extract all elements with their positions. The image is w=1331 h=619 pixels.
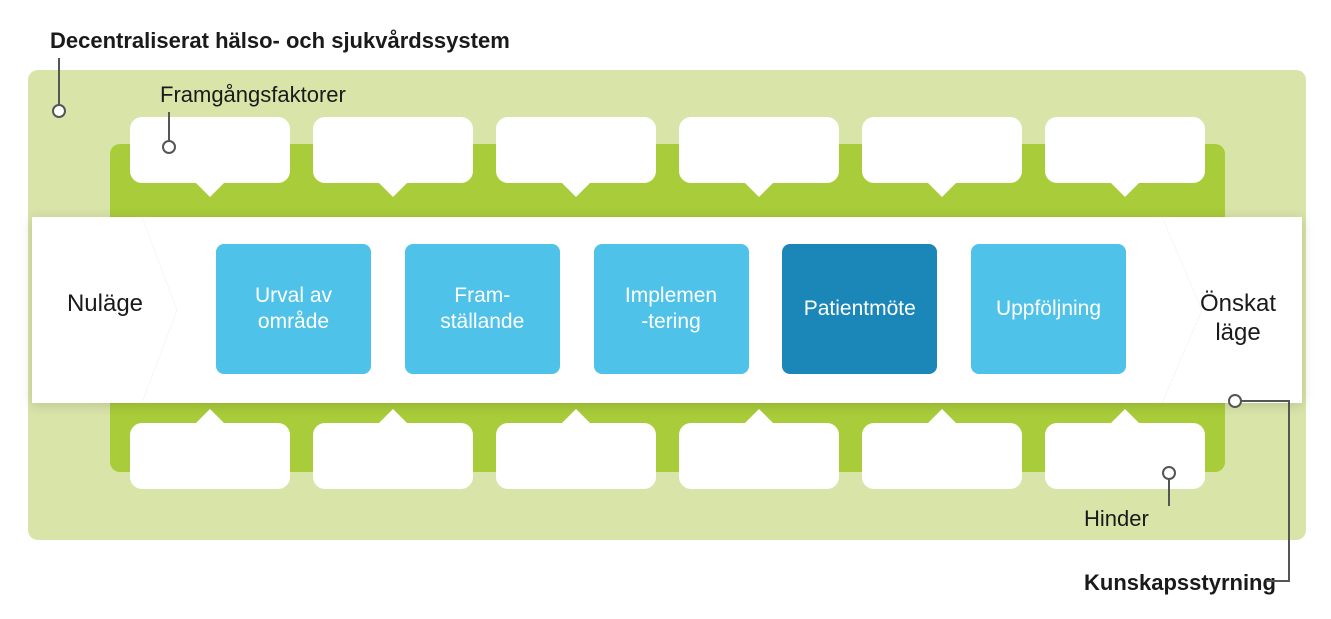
speech-bubble <box>862 117 1022 183</box>
callout-marker-icon <box>162 140 176 154</box>
inner-title-label: Kunskapsstyrning <box>1084 570 1276 596</box>
obstacle-bubble-row <box>130 423 1205 489</box>
speech-bubble <box>862 423 1022 489</box>
success-bubble-row <box>130 117 1205 183</box>
speech-bubble <box>130 117 290 183</box>
callout-line <box>1266 580 1290 582</box>
callout-line <box>1288 400 1290 580</box>
process-step: Implemen-tering <box>594 244 749 374</box>
outer-title-label: Decentraliserat hälso- och sjukvårdssyst… <box>50 28 510 54</box>
speech-bubble <box>679 423 839 489</box>
process-step: Fram-ställande <box>405 244 560 374</box>
callout-line <box>1168 476 1170 506</box>
process-steps: Urval av område Fram-ställande Implemen-te… <box>216 244 1126 374</box>
process-step: Urval av område <box>216 244 371 374</box>
speech-bubble <box>496 423 656 489</box>
callout-line <box>168 112 170 142</box>
arrow-end-label: Önskat läge <box>1183 290 1293 348</box>
callout-marker-icon <box>52 104 66 118</box>
speech-bubble <box>1045 117 1205 183</box>
diagram-canvas: Nuläge Önskat läge Urval av område Fram-s… <box>0 0 1331 619</box>
success-factors-label: Framgångsfaktorer <box>160 82 346 108</box>
callout-line <box>1240 400 1290 402</box>
speech-bubble <box>679 117 839 183</box>
speech-bubble <box>496 117 656 183</box>
speech-bubble <box>130 423 290 489</box>
speech-bubble <box>313 423 473 489</box>
process-step: Uppföljning <box>971 244 1126 374</box>
arrow-start-label: Nuläge <box>50 290 160 319</box>
obstacles-label: Hinder <box>1084 506 1149 532</box>
callout-line <box>58 58 60 106</box>
process-step: Patientmöte <box>782 244 937 374</box>
callout-marker-icon <box>1162 466 1176 480</box>
speech-bubble <box>313 117 473 183</box>
speech-bubble <box>1045 423 1205 489</box>
